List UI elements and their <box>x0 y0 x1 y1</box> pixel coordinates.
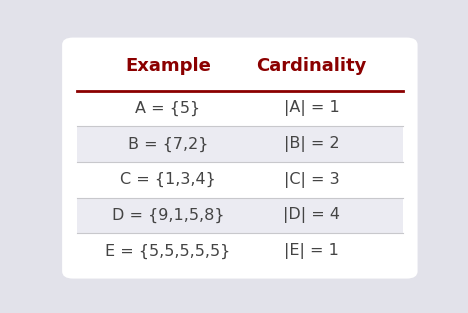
Text: D = {9,1,5,8}: D = {9,1,5,8} <box>112 208 224 223</box>
Text: A = {5}: A = {5} <box>135 101 201 116</box>
FancyBboxPatch shape <box>77 198 403 233</box>
Text: |C| = 3: |C| = 3 <box>284 172 339 188</box>
Text: Cardinality: Cardinality <box>256 58 367 75</box>
Text: Example: Example <box>125 58 211 75</box>
Text: |E| = 1: |E| = 1 <box>284 243 339 259</box>
Text: E = {5,5,5,5,5}: E = {5,5,5,5,5} <box>105 244 231 259</box>
Text: |D| = 4: |D| = 4 <box>283 208 340 223</box>
Text: C = {1,3,4}: C = {1,3,4} <box>120 172 216 187</box>
Text: |A| = 1: |A| = 1 <box>284 100 340 116</box>
FancyBboxPatch shape <box>62 38 417 279</box>
FancyBboxPatch shape <box>77 126 403 162</box>
Text: |B| = 2: |B| = 2 <box>284 136 339 152</box>
Text: B = {7,2}: B = {7,2} <box>128 136 208 152</box>
